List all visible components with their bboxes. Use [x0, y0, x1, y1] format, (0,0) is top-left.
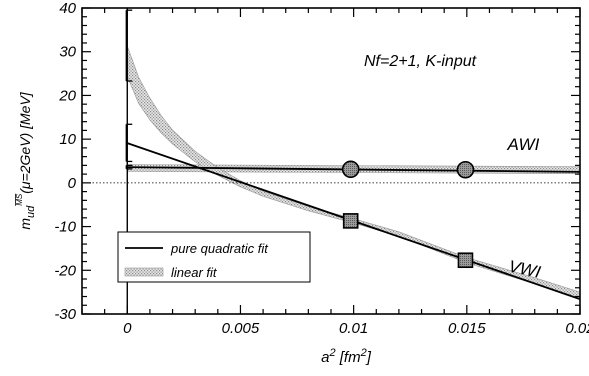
y-tick-label: -10 — [54, 219, 76, 236]
data-point-vwi — [457, 252, 474, 269]
legend: pure quadratic fit linear fit — [117, 231, 311, 283]
legend-box — [117, 231, 311, 283]
y-tick-label: 30 — [59, 44, 76, 61]
y-tick-label: 20 — [58, 87, 76, 104]
legend-label: pure quadratic fit — [170, 241, 269, 256]
series-label-vwi: VWI — [507, 257, 543, 282]
data-point-awi — [456, 160, 475, 179]
x-tick-label: 0.005 — [222, 320, 260, 337]
x-tick-label: 0.015 — [448, 320, 486, 337]
y-tick-label: 40 — [59, 0, 76, 17]
y-axis-title: mudMS(μ=2GeV) [MeV] — [15, 91, 37, 229]
legend-swatch-band — [124, 267, 164, 277]
y-tick-label: -30 — [54, 306, 76, 323]
y-tick-label: -20 — [54, 262, 76, 279]
chart-annotation: Nf=2+1, K-input — [364, 53, 477, 70]
data-point-awi — [341, 160, 360, 179]
axes: 0 0.005 0.01 0.015 0.02 -30 -20 -10 0 10 20 30 40 — [54, 0, 589, 337]
y-tick-label: 0 — [68, 175, 77, 192]
series-label-awi: AWI — [507, 135, 540, 154]
x-tick-label: 0.02 — [565, 320, 589, 337]
x-tick-label: 0.01 — [339, 320, 368, 337]
data-point-vwi — [342, 213, 359, 229]
y-tick-label: 10 — [59, 131, 76, 148]
legend-label: linear fit — [171, 265, 218, 280]
chart-text: Nf=2+1, K-input AWI VWI a2 [fm2] mudMS(μ=2Ge… — [15, 53, 543, 366]
x-axis-title: a2 [fm2] — [321, 347, 372, 366]
data-markers — [341, 160, 475, 269]
extrapolation-error-bars — [125, 9, 133, 170]
x-tick-label: 0 — [123, 320, 132, 337]
